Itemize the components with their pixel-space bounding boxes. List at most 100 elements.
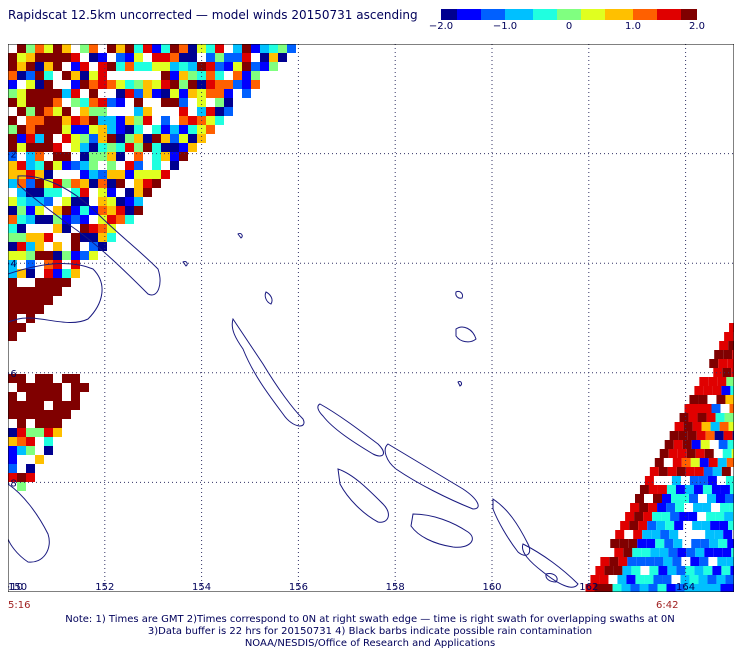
- swath-cell: [726, 377, 734, 386]
- swath-cell: [80, 188, 89, 197]
- swath-cell: [688, 512, 698, 521]
- swath-cell: [678, 431, 688, 440]
- swath-cell: [152, 44, 161, 53]
- swath-cells: [8, 44, 734, 592]
- swath-cell: [44, 143, 53, 152]
- swath-cell: [35, 116, 44, 125]
- longitude-tick-label: 160: [482, 582, 501, 592]
- swath-cell: [17, 170, 26, 179]
- swath-cell: [179, 80, 188, 89]
- swath-cell: [720, 485, 730, 494]
- swath-cell: [711, 485, 721, 494]
- swath-cell: [722, 548, 732, 557]
- swath-cell: [707, 494, 716, 503]
- swath-cell: [35, 383, 44, 392]
- swath-cell: [215, 80, 224, 89]
- colorbar-swatch: [493, 9, 498, 20]
- colorbar-swatch: [497, 9, 502, 20]
- swath-cell: [44, 233, 53, 242]
- swath-cell: [35, 455, 44, 464]
- swath-cell: [666, 584, 676, 592]
- swath-cell: [639, 584, 649, 592]
- swath-cell: [179, 134, 188, 143]
- swath-cell: [679, 413, 689, 422]
- swath-cell: [143, 179, 152, 188]
- swath-cell: [694, 386, 704, 395]
- colorbar-swatch: [581, 9, 586, 20]
- swath-cell: [80, 143, 89, 152]
- swath-cell: [53, 188, 62, 197]
- swath-cell: [693, 485, 703, 494]
- swath-cell: [89, 71, 98, 80]
- swath-cell: [35, 80, 44, 89]
- swath-cell: [152, 53, 161, 62]
- swath-cell: [71, 188, 80, 197]
- swath-cell: [639, 485, 649, 494]
- swath-cell: [636, 557, 646, 566]
- colorbar-swatch: [541, 9, 546, 20]
- swath-cell: [242, 80, 251, 89]
- colorbar-swatch: [577, 9, 582, 20]
- swath-cell: [89, 161, 98, 170]
- colorbar-swatch: [605, 9, 610, 20]
- swath-cell: [713, 548, 723, 557]
- colorbar-swatch: [557, 9, 562, 20]
- swath-cell: [717, 377, 727, 386]
- swath-cell: [215, 62, 224, 71]
- swath-cell: [125, 215, 134, 224]
- swath-cell: [8, 287, 17, 296]
- swath-cell: [53, 419, 62, 428]
- swath-cell: [26, 179, 35, 188]
- swath-cell: [206, 71, 215, 80]
- swath-cell: [44, 53, 53, 62]
- swath-cell: [723, 431, 733, 440]
- swath-cell: [679, 512, 689, 521]
- swath-cell: [676, 566, 686, 575]
- swath-cell: [631, 566, 641, 575]
- swath-cell: [89, 152, 98, 161]
- swath-cell: [17, 401, 26, 410]
- swath-cell: [80, 125, 89, 134]
- swath-cell: [629, 521, 639, 530]
- swath-cell: [702, 404, 712, 413]
- swath-cell: [35, 107, 44, 116]
- coastline-feni: [237, 233, 243, 239]
- swath-cell: [8, 53, 17, 62]
- colorbar-tick-label: 2.0: [689, 21, 705, 32]
- swath-cell: [35, 161, 44, 170]
- swath-cell: [62, 161, 71, 170]
- colorbar-swatch: [549, 9, 554, 20]
- swath-cell: [35, 44, 44, 53]
- colorbar-swatch: [509, 9, 514, 20]
- swath-cell: [726, 557, 734, 566]
- swath-cell: [17, 188, 26, 197]
- swath-cell: [179, 44, 188, 53]
- swath-cell: [8, 62, 17, 71]
- colorbar-swatch: [693, 9, 697, 20]
- swath-cell: [26, 242, 35, 251]
- swath-cell: [44, 278, 53, 287]
- coastline-santa-isabel: [384, 443, 479, 510]
- swath-cell: [71, 383, 80, 392]
- swath-cell: [728, 521, 734, 530]
- swath-cell: [116, 98, 125, 107]
- swath-cell: [35, 134, 44, 143]
- swath-cell: [731, 548, 734, 557]
- swath-cell: [8, 323, 17, 332]
- swath-cell: [673, 539, 683, 548]
- swath-cell: [107, 116, 116, 125]
- swath-cell: [17, 242, 26, 251]
- swath-cell: [107, 161, 116, 170]
- swath-cell: [682, 440, 692, 449]
- swath-cell: [161, 170, 170, 179]
- swath-cell: [26, 428, 35, 437]
- swath-cell: [17, 98, 26, 107]
- swath-cell: [62, 134, 71, 143]
- swath-cell: [638, 521, 648, 530]
- swath-cell: [724, 332, 734, 341]
- swath-cell: [26, 134, 35, 143]
- swath-cell: [62, 125, 71, 134]
- swath-cell: [26, 62, 35, 71]
- swath-cell: [719, 422, 729, 431]
- swath-cell: [8, 215, 17, 224]
